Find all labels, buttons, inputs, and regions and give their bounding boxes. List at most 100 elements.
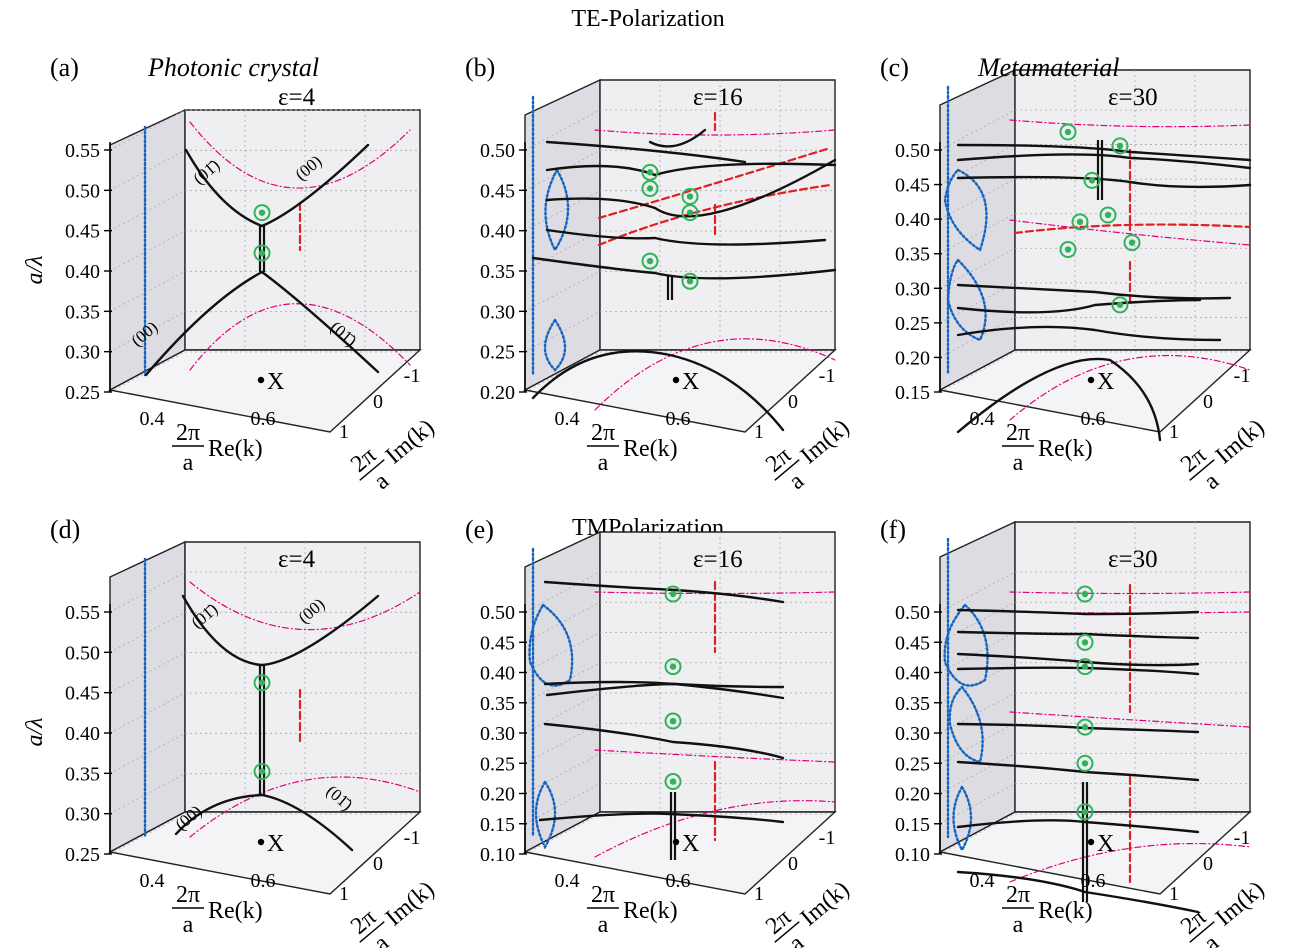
x-point-label: X bbox=[267, 831, 284, 857]
re-tick-label: 0.6 bbox=[251, 408, 276, 430]
y-tick-label: 0.50 bbox=[895, 140, 930, 162]
gridline bbox=[939, 813, 1016, 855]
im-label: Im(k) bbox=[1211, 876, 1270, 931]
y-axis-label: a/λ bbox=[22, 255, 48, 284]
exceptional-point-core bbox=[686, 278, 694, 285]
light-line-curve bbox=[1009, 591, 1251, 595]
im-tick-label: -1 bbox=[819, 827, 836, 849]
band-curve bbox=[181, 594, 380, 667]
exceptional-point-core bbox=[1104, 211, 1112, 219]
exceptional-point-core bbox=[258, 768, 266, 775]
im-tick-label: -1 bbox=[404, 365, 421, 387]
gridline bbox=[109, 571, 186, 613]
exceptional-point-core bbox=[1081, 723, 1089, 731]
re-tick-label: 0.4 bbox=[140, 408, 165, 430]
x-point-marker bbox=[257, 376, 265, 384]
light-line-curve bbox=[1009, 711, 1251, 728]
exceptional-point bbox=[1076, 754, 1094, 772]
gridline bbox=[524, 753, 601, 794]
y-tick-label: 0.30 bbox=[480, 723, 515, 745]
exceptional-point-core bbox=[686, 193, 694, 200]
y-tick-label: 0.40 bbox=[480, 221, 515, 243]
y-tick-label: 0.30 bbox=[895, 723, 930, 745]
y-tick-label: 0.40 bbox=[65, 723, 100, 745]
back-plane bbox=[599, 79, 836, 351]
im-tick-label: 0 bbox=[788, 391, 798, 413]
gridline bbox=[109, 692, 186, 734]
gridline bbox=[939, 783, 1016, 825]
re-label-numerator: 2π bbox=[591, 882, 615, 908]
gridline bbox=[109, 773, 186, 815]
band-curve bbox=[543, 680, 785, 689]
im-tick-label: -1 bbox=[1234, 365, 1251, 387]
dispersion-loop bbox=[946, 258, 987, 342]
x-point-marker bbox=[672, 838, 680, 846]
gridline bbox=[939, 282, 1016, 324]
gap-line bbox=[1013, 223, 1252, 235]
gridline bbox=[939, 109, 1016, 151]
gridline bbox=[524, 149, 601, 191]
gridline bbox=[939, 247, 1016, 289]
y-tick-label: 0.45 bbox=[65, 683, 100, 705]
re-label: Re(k) bbox=[623, 436, 678, 462]
exceptional-point bbox=[1059, 241, 1077, 259]
im-tick-label: 0 bbox=[1203, 391, 1213, 413]
re-tick-label: 0.4 bbox=[555, 408, 580, 430]
gridline bbox=[939, 601, 1016, 643]
regime-label: Metamaterial bbox=[977, 53, 1120, 82]
y-tick-label: 0.25 bbox=[65, 382, 100, 404]
exceptional-point-core bbox=[1081, 663, 1089, 670]
gridline bbox=[939, 351, 1016, 393]
im-label-fraction-bar bbox=[774, 459, 800, 481]
re-label: Re(k) bbox=[208, 898, 263, 924]
gridline bbox=[524, 632, 601, 673]
exceptional-point-core bbox=[1116, 301, 1124, 309]
gridline bbox=[524, 813, 601, 855]
light-line-curve bbox=[594, 129, 836, 136]
im-label-denominator: a bbox=[784, 468, 809, 495]
band-curve bbox=[956, 608, 1200, 616]
exceptional-point bbox=[681, 204, 699, 222]
panel-label: (d) bbox=[50, 515, 80, 544]
gridline bbox=[109, 270, 186, 312]
epsilon-label: ε=4 bbox=[278, 84, 316, 111]
epsilon-label: ε=4 bbox=[278, 546, 316, 573]
exceptional-point bbox=[1076, 803, 1094, 821]
gridline bbox=[939, 213, 1016, 255]
y-tick-label: 0.40 bbox=[480, 663, 515, 685]
exceptional-point bbox=[1111, 296, 1129, 314]
panel-a: 0.25 0.30 0.35 0.40 0.45 0.50 0.55 0.4 0.6 1 0 -1 2π… bbox=[22, 53, 440, 495]
im-label-denominator: a bbox=[369, 468, 394, 495]
band-curve bbox=[956, 153, 1252, 170]
y-tick-label: 0.30 bbox=[65, 342, 100, 364]
exceptional-point-core bbox=[1076, 218, 1084, 226]
y-tick-label: 0.35 bbox=[480, 693, 515, 715]
im-label: Im(k) bbox=[381, 414, 440, 469]
im-label-fraction-bar bbox=[774, 921, 800, 943]
band-curve bbox=[956, 325, 1222, 342]
y-tick-label: 0.30 bbox=[480, 301, 515, 323]
y-tick-label: 0.45 bbox=[895, 632, 930, 654]
im-tick-label: 1 bbox=[754, 883, 764, 905]
band-curve bbox=[956, 760, 1200, 782]
exceptional-point-core bbox=[669, 590, 677, 598]
side-plane bbox=[109, 108, 186, 392]
im-tick-label: 0 bbox=[1203, 853, 1213, 875]
side-plane bbox=[939, 68, 1016, 392]
x-point-marker bbox=[1087, 838, 1095, 846]
exceptional-point bbox=[681, 188, 699, 206]
re-label: Re(k) bbox=[623, 898, 678, 924]
im-tick-label: 1 bbox=[339, 421, 349, 443]
light-line-curve bbox=[1009, 119, 1251, 128]
im-label: Im(k) bbox=[1211, 414, 1270, 469]
y-tick-label: 0.40 bbox=[895, 209, 930, 231]
y-tick-label: 0.25 bbox=[480, 753, 515, 775]
floor-plane bbox=[522, 349, 837, 433]
back-plane bbox=[599, 531, 836, 813]
gridline bbox=[109, 813, 186, 855]
im-tick-label: -1 bbox=[1234, 827, 1251, 849]
y-tick-label: 0.35 bbox=[895, 693, 930, 715]
y-tick-label: 0.25 bbox=[895, 753, 930, 775]
